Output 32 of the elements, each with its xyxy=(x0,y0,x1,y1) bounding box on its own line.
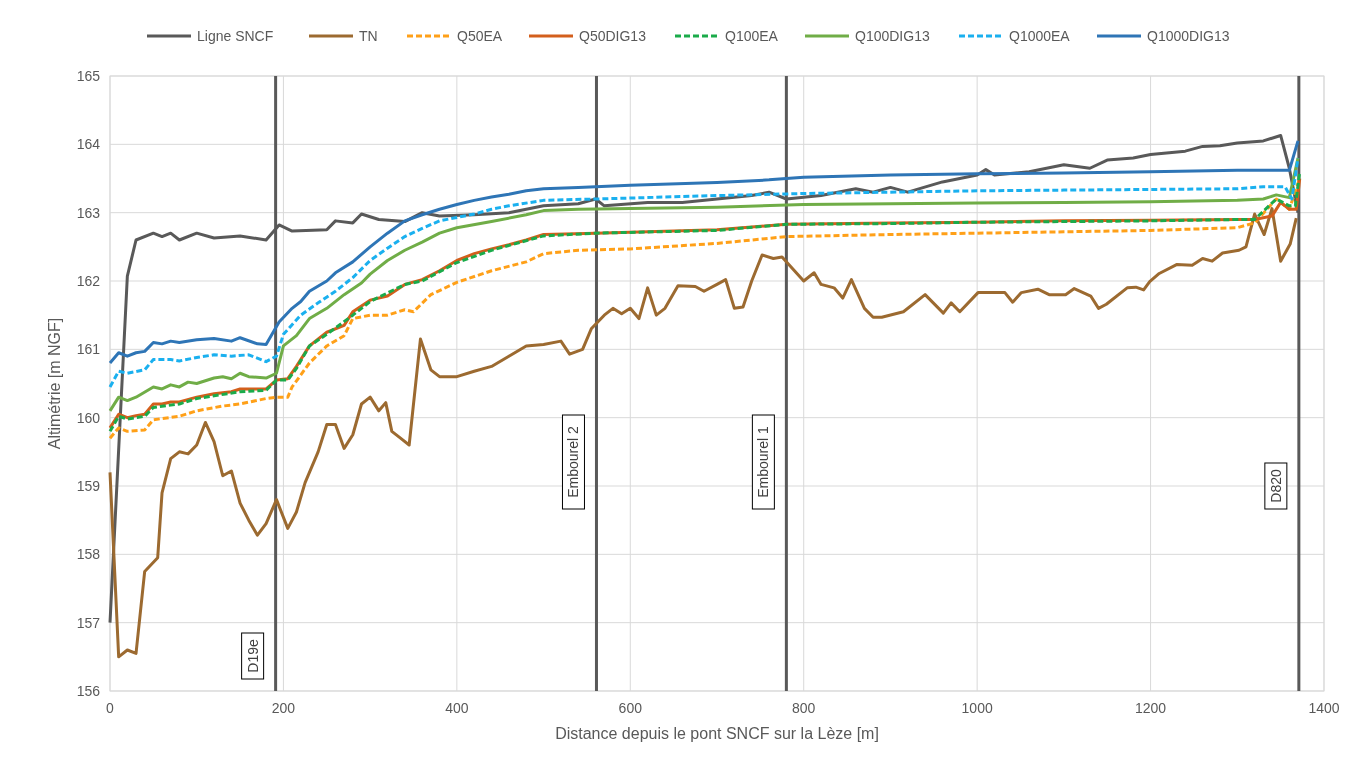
legend-label: Q50EA xyxy=(457,27,503,44)
legend-label: Q1000EA xyxy=(1009,27,1071,44)
x-tick-label: 400 xyxy=(445,700,469,716)
x-tick-label: 1200 xyxy=(1134,700,1167,716)
y-tick-label: 161 xyxy=(76,341,101,358)
y-tick-label: 159 xyxy=(76,477,101,494)
legend-label: Q1000DIG13 xyxy=(1147,27,1230,44)
legend-label: Q100DIG13 xyxy=(855,27,930,44)
y-axis-title: Altimétrie [m NGF] xyxy=(46,317,63,450)
y-tick-label: 165 xyxy=(76,67,101,84)
x-axis-title: Distance depuis le pont SNCF sur la Lèze [m] xyxy=(555,725,879,742)
y-tick-label: 157 xyxy=(76,614,101,631)
x-tick-label: 0 xyxy=(106,700,115,716)
legend-label: Q100EA xyxy=(725,27,779,44)
y-tick-label: 158 xyxy=(76,546,101,563)
y-tick-label: 162 xyxy=(76,272,101,289)
legend-label: Ligne SNCF xyxy=(197,27,274,44)
legend-label: TN xyxy=(359,27,378,44)
ref-line-label: D19e xyxy=(244,639,261,673)
y-tick-label: 160 xyxy=(76,409,101,426)
y-tick-label: 163 xyxy=(76,204,101,221)
x-tick-label: 200 xyxy=(271,700,296,716)
ref-line-label: Embourel 1 xyxy=(755,425,772,498)
ref-line-label: Embourel 2 xyxy=(565,425,582,498)
ref-line-label: D820 xyxy=(1267,469,1284,503)
x-tick-label: 1000 xyxy=(961,700,993,716)
x-tick-label: 800 xyxy=(792,700,816,716)
legend-label: Q50DIG13 xyxy=(579,27,647,44)
x-tick-label: 1400 xyxy=(1308,700,1340,716)
x-tick-label: 600 xyxy=(618,700,643,716)
y-tick-label: 164 xyxy=(76,136,101,153)
y-tick-label: 156 xyxy=(76,682,101,699)
